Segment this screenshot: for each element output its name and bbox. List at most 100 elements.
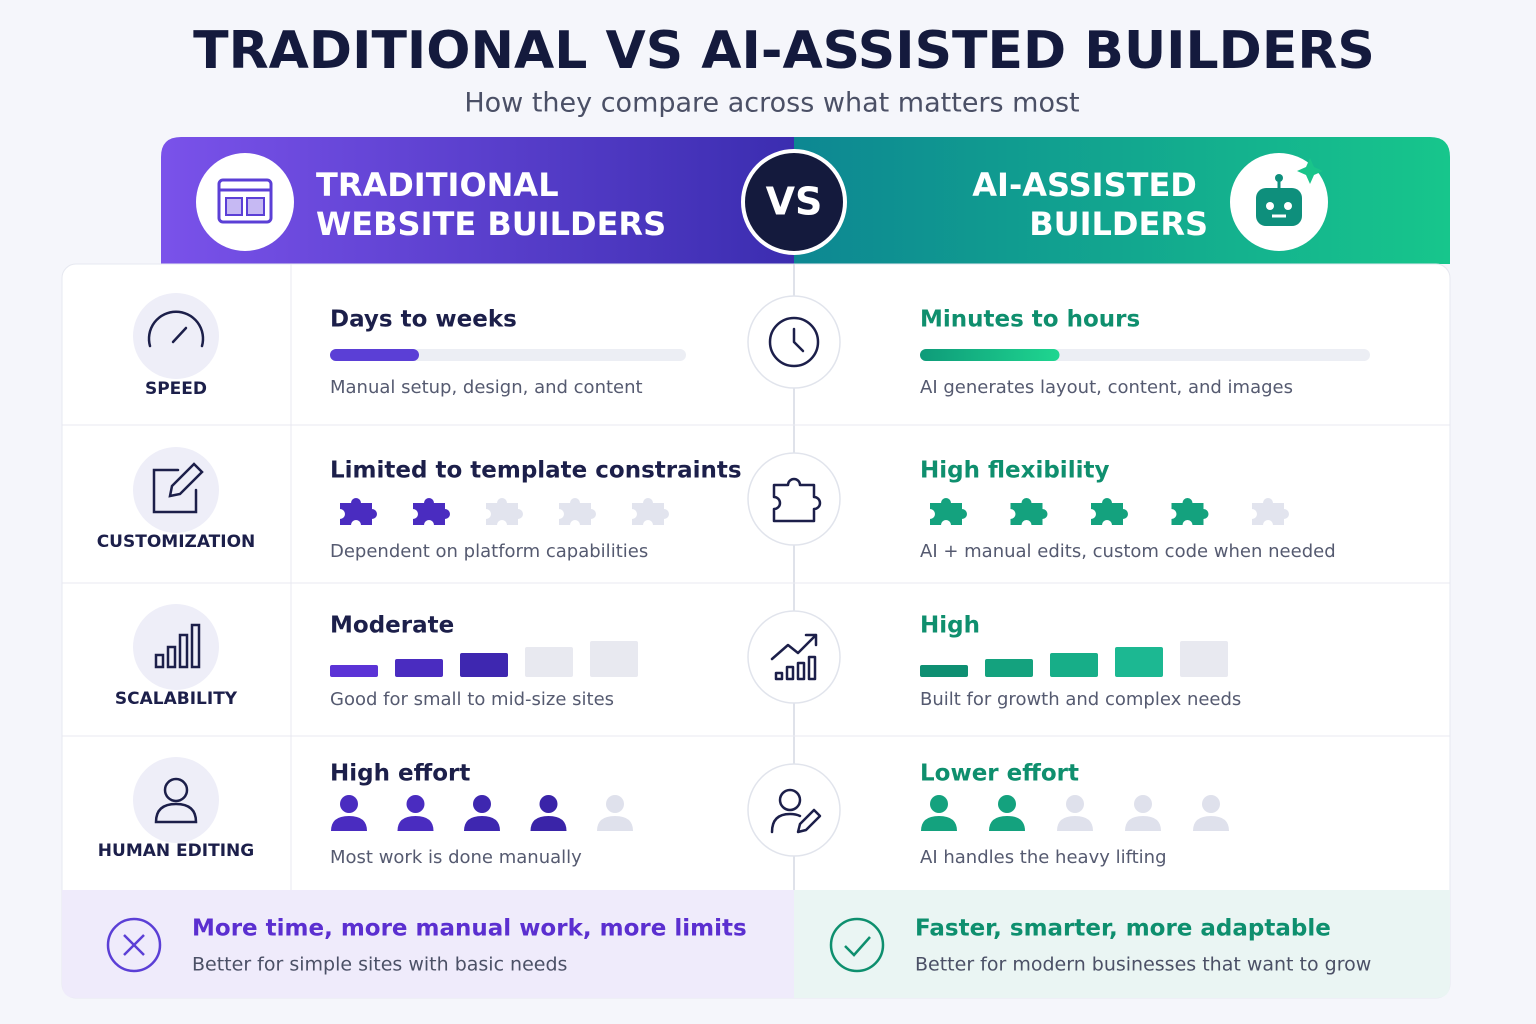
cell-note: Built for growth and complex needs: [920, 689, 1241, 710]
scale-block: [330, 665, 378, 677]
footer-right-note: Better for modern businesses that want t…: [915, 954, 1371, 976]
puzzle-piece: [413, 498, 450, 525]
comparison-row: CUSTOMIZATION Limited to template constra…: [62, 424, 1450, 562]
editor-body: [770, 812, 802, 834]
person-head: [1202, 795, 1220, 813]
person: [1193, 795, 1229, 831]
cell-heading: High effort: [330, 761, 470, 787]
row-label: SPEED: [145, 379, 207, 399]
person-body: [530, 816, 567, 831]
person-body: [597, 816, 633, 831]
footer-right-heading: Faster, smarter, more adaptable: [915, 916, 1331, 942]
center-icon-bg: [747, 452, 841, 546]
puzzle-piece: [1010, 498, 1048, 525]
subtitle: How they compare across what matters mos…: [464, 88, 1079, 119]
person-body: [1057, 816, 1093, 831]
person-body: [989, 816, 1025, 831]
right-header-title: AI-ASSISTED BUILDERS: [972, 166, 1208, 243]
label-icon-bg: [133, 293, 219, 379]
puzzle-piece: [486, 498, 523, 525]
editor-pen: [796, 808, 822, 834]
scale-block: [1115, 647, 1163, 677]
scale-block: [920, 665, 968, 677]
puzzle-piece: [340, 498, 377, 525]
chart-icon-bar: [154, 653, 165, 669]
progress-fill: [330, 349, 419, 361]
user-head: [163, 777, 189, 803]
puzzle-piece: [1252, 498, 1289, 525]
scale-block: [985, 659, 1033, 677]
person: [921, 795, 957, 831]
cell-note: AI handles the heavy lifting: [920, 847, 1167, 868]
puzzle-piece: [559, 498, 596, 525]
row-label: HUMAN EDITING: [98, 841, 254, 861]
clock-hands: [792, 327, 805, 353]
browser-icon-bg: [196, 153, 294, 251]
person: [597, 795, 633, 831]
center-icon-bg: [747, 610, 841, 704]
puzzle-piece: [1091, 498, 1128, 525]
puzzle-piece: [632, 498, 669, 525]
right-footer: [794, 890, 1450, 998]
scale-block: [525, 647, 573, 677]
title: TRADITIONAL VS AI-ASSISTED BUILDERS: [193, 21, 1375, 81]
puzzle-piece: [930, 498, 967, 525]
progress-track: [330, 349, 686, 361]
comparison-row: SPEED Days to weeks Manual setup, design, …: [133, 293, 1370, 399]
left-title-line: TRADITIONAL: [316, 166, 559, 204]
cell-heading: High: [920, 613, 980, 639]
edit-icon: [152, 468, 198, 514]
footer-left-note: Better for simple sites with basic needs: [192, 954, 567, 976]
vs-label: VS: [766, 180, 823, 224]
scale-block: [1050, 653, 1098, 677]
chart-icon-bar: [190, 623, 201, 669]
person-head: [998, 795, 1016, 813]
person-head: [1066, 795, 1084, 813]
scale-block: [395, 659, 443, 677]
right-title-line: AI-ASSISTED: [972, 166, 1197, 204]
person-head: [606, 795, 624, 813]
cell-note: Dependent on platform capabilities: [330, 541, 648, 562]
growth-bar: [807, 655, 817, 681]
person-body: [1193, 816, 1229, 831]
cell-note: Most work is done manually: [330, 847, 582, 868]
gauge-needle: [171, 326, 188, 344]
person-head: [539, 795, 558, 813]
puzzle-icon: [772, 477, 822, 523]
check-icon: [829, 917, 885, 973]
cell-heading: Lower effort: [920, 761, 1079, 787]
cell-heading: Moderate: [330, 613, 454, 639]
person-body: [921, 816, 957, 831]
row-label: SCALABILITY: [115, 689, 238, 709]
person: [464, 795, 500, 831]
cell-note: Good for small to mid-size sites: [330, 689, 614, 710]
person-body: [1125, 816, 1161, 831]
editor-head: [778, 788, 802, 812]
cell-note: Manual setup, design, and content: [330, 377, 643, 398]
cell-note: AI generates layout, content, and images: [920, 377, 1293, 398]
person: [530, 795, 567, 831]
person-body: [397, 816, 434, 831]
browser-icon: [217, 178, 273, 224]
person: [331, 795, 367, 831]
growth-bar: [774, 671, 784, 681]
chart-icon-bar: [166, 645, 177, 669]
left-header-title: TRADITIONAL WEBSITE BUILDERS: [316, 166, 666, 243]
cell-heading: Days to weeks: [330, 307, 517, 333]
cell-heading: High flexibility: [920, 458, 1109, 484]
chart-icon-bar: [178, 633, 189, 669]
gauge-icon: [147, 310, 205, 348]
person-body: [331, 816, 367, 831]
row-label: CUSTOMIZATION: [97, 532, 256, 552]
growth-bar: [796, 661, 806, 681]
left-footer: [62, 890, 794, 998]
person: [397, 795, 434, 831]
scale-block: [1180, 641, 1228, 677]
person: [1125, 795, 1161, 831]
progress-fill: [920, 349, 1060, 361]
edit-pen: [168, 462, 204, 498]
person: [1057, 795, 1093, 831]
person-head: [930, 795, 948, 813]
scale-block: [590, 641, 638, 677]
comparison-row: SCALABILITY Moderate Good for small to mid…: [62, 582, 1450, 710]
